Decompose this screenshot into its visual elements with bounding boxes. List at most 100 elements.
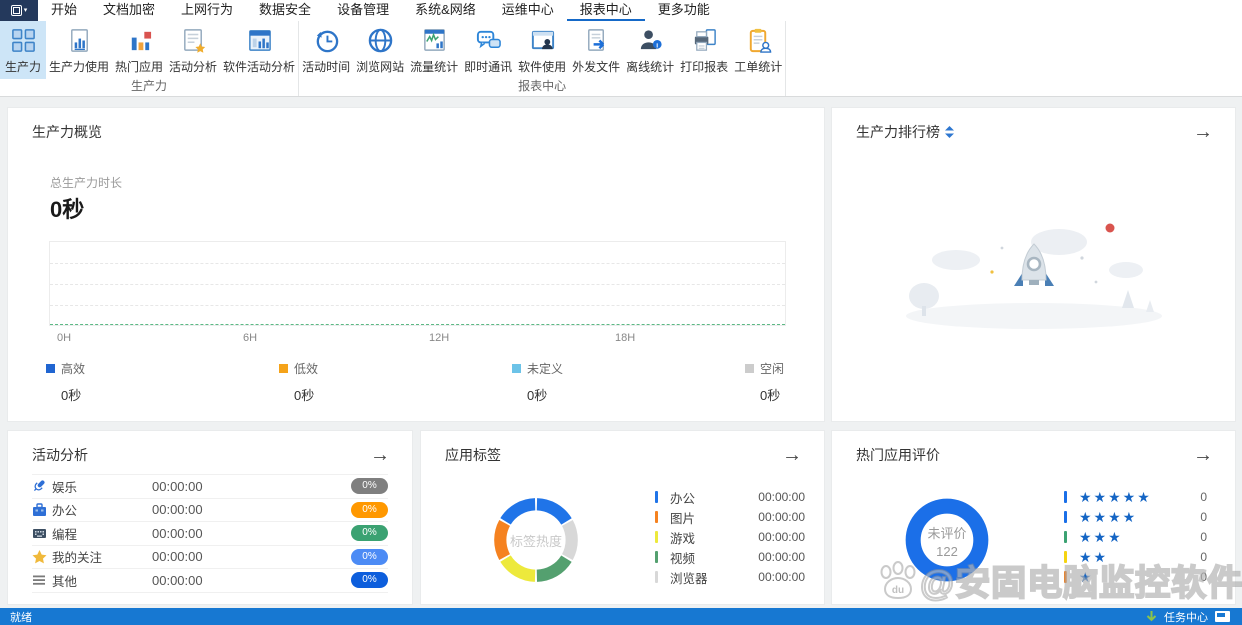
- menu-tab-data-security[interactable]: 数据安全: [259, 2, 312, 17]
- doc-wave-icon: [421, 24, 448, 57]
- rating-list: ★★★★★ 0 ★★★★ 0 ★★★ 0 ★★ 0: [1064, 487, 1207, 587]
- activity-list: 娱乐 00:00:00 0% 办公 00:00:00 0% 编程: [32, 474, 388, 593]
- legend-marker: [46, 364, 55, 373]
- tag-row-games[interactable]: 游戏 00:00:00: [655, 527, 805, 547]
- activity-row-entertainment[interactable]: 娱乐 00:00:00 0%: [32, 475, 388, 499]
- doc-star-icon: [180, 24, 207, 57]
- panel-productivity-overview: 生产力概览 总生产力时长 0秒 0H 6H 12H 18H 高效 0秒 低效: [7, 107, 825, 422]
- donut-center-label: 标签热度: [509, 533, 562, 549]
- stars: ★★: [1079, 549, 1109, 565]
- x-axis-ticks: 0H 6H 12H 18H: [49, 332, 786, 346]
- panel-title: 应用标签: [445, 447, 501, 463]
- menu-tab-start[interactable]: 开始: [51, 2, 78, 17]
- percent-badge: 0%: [351, 478, 388, 495]
- printer-icon: [691, 24, 718, 57]
- doc-arrow-icon: [583, 24, 610, 57]
- ribbon-item-activity-analysis[interactable]: 活动分析: [166, 21, 220, 79]
- legend-tick: [1064, 531, 1067, 543]
- stars: ★★★: [1079, 529, 1123, 545]
- menu-bar: ▾ 开始 文档加密 上网行为 数据安全 设备管理 系统&网络 运维中心 报表中心…: [0, 0, 1242, 21]
- menu-tab-web-behavior[interactable]: 上网行为: [181, 2, 234, 17]
- tag-row-pictures[interactable]: 图片 00:00:00: [655, 507, 805, 527]
- panel-title: 生产力排行榜: [856, 124, 940, 140]
- svg-text:i: i: [656, 42, 658, 49]
- ribbon-item-label: 工单统计: [734, 60, 783, 74]
- ribbon-item-print-report[interactable]: 打印报表: [677, 21, 731, 79]
- ribbon-item-im-chat[interactable]: 即时通讯: [461, 21, 515, 79]
- ribbon-item-hot-apps[interactable]: 热门应用: [112, 21, 166, 79]
- activity-row-other[interactable]: 其他 00:00:00 0%: [32, 569, 388, 593]
- ribbon-item-label: 生产力: [4, 60, 41, 74]
- unrated-donut-chart: 未评价 122: [900, 493, 994, 587]
- menu-tab-more[interactable]: 更多功能: [657, 2, 710, 17]
- ribbon-item-work-order-stats[interactable]: 工单统计: [731, 21, 785, 79]
- x-tick: 12H: [429, 332, 450, 344]
- menu-lines-icon: [32, 574, 52, 586]
- star-icon: [32, 549, 52, 564]
- user-info-icon: i: [637, 24, 664, 57]
- dashboard-content: 生产力概览 总生产力时长 0秒 0H 6H 12H 18H 高效 0秒 低效: [0, 97, 1242, 608]
- legend-marker: [745, 364, 754, 373]
- window-icon: [10, 5, 22, 16]
- menu-tab-doc-encrypt[interactable]: 文档加密: [103, 2, 156, 17]
- menu-tab-device-mgmt[interactable]: 设备管理: [337, 2, 390, 17]
- stars: ★★★★★: [1079, 489, 1152, 505]
- donut-center-label: 未评价: [927, 526, 967, 541]
- percent-badge: 0%: [351, 525, 388, 542]
- x-tick: 18H: [615, 332, 636, 344]
- microphone-icon: [32, 479, 52, 493]
- ribbon-item-software-activity-analysis[interactable]: 软件活动分析: [220, 21, 298, 79]
- ribbon-group-productivity: 生产力 生产力使用 热门应用: [0, 21, 300, 96]
- ribbon-item-traffic-stats[interactable]: 流量统计: [407, 21, 461, 79]
- task-center-button[interactable]: 任务中心: [1164, 611, 1208, 624]
- legend-tick: [1064, 571, 1067, 583]
- menu-tabs: 开始 文档加密 上网行为 数据安全 设备管理 系统&网络 运维中心 报表中心 更…: [38, 0, 723, 21]
- tag-row-office[interactable]: 办公 00:00:00: [655, 487, 805, 507]
- activity-row-office[interactable]: 办公 00:00:00 0%: [32, 499, 388, 522]
- rating-row-1-star[interactable]: ★ 0: [1064, 567, 1207, 587]
- clipboard-user-icon: [745, 24, 772, 57]
- ribbon-item-outgoing-files[interactable]: 外发文件: [569, 21, 623, 79]
- ribbon-item-label: 活动时间: [302, 60, 351, 74]
- ribbon-item-productivity[interactable]: 生产力: [0, 21, 46, 79]
- clock-icon: [313, 24, 340, 57]
- rating-row-2-stars[interactable]: ★★ 0: [1064, 547, 1207, 567]
- x-tick: 0H: [57, 332, 72, 344]
- ribbon-item-browse-website[interactable]: 浏览网站: [353, 21, 407, 79]
- tag-row-browser[interactable]: 浏览器 00:00:00: [655, 567, 805, 587]
- legend-tick: [655, 551, 658, 563]
- activity-row-my-follow[interactable]: 我的关注 00:00:00 0%: [32, 546, 388, 569]
- arrow-right-icon[interactable]: →: [370, 444, 390, 466]
- panel-title: 热门应用评价: [856, 447, 940, 463]
- chat-icon: [475, 24, 502, 57]
- app-logo-button[interactable]: ▾: [0, 0, 38, 21]
- panel-activity-analysis: 活动分析 → 娱乐 00:00:00 0% 办公 00:00:: [7, 430, 413, 605]
- ribbon-group-label: 报表中心: [518, 79, 567, 93]
- rating-row-5-stars[interactable]: ★★★★★ 0: [1064, 487, 1207, 507]
- rating-row-4-stars[interactable]: ★★★★ 0: [1064, 507, 1207, 527]
- download-arrow-icon: [1146, 610, 1157, 621]
- ribbon-item-label: 浏览网站: [356, 60, 405, 74]
- ribbon-item-label: 打印报表: [680, 60, 729, 74]
- rating-row-3-stars[interactable]: ★★★ 0: [1064, 527, 1207, 547]
- sort-icon[interactable]: [945, 126, 954, 138]
- arrow-right-icon[interactable]: →: [1193, 444, 1213, 466]
- legend-value: 0秒: [294, 388, 315, 403]
- tag-row-video[interactable]: 视频 00:00:00: [655, 547, 805, 567]
- stars: ★★★★: [1079, 509, 1138, 525]
- menu-tab-report-center[interactable]: 报表中心: [566, 0, 645, 21]
- arrow-right-icon[interactable]: →: [1193, 121, 1213, 143]
- arrow-right-icon[interactable]: →: [782, 444, 802, 466]
- ribbon-item-activity-time[interactable]: 活动时间: [299, 21, 353, 79]
- menu-tab-ops-center[interactable]: 运维中心: [501, 2, 554, 17]
- menu-tab-system-network[interactable]: 系统&网络: [415, 2, 476, 17]
- activity-row-programming[interactable]: 编程 00:00:00 0%: [32, 522, 388, 546]
- ribbon-item-label: 软件使用: [518, 60, 567, 74]
- window-user-icon: [529, 24, 556, 57]
- ribbon-item-productivity-usage[interactable]: 生产力使用: [46, 21, 112, 79]
- screenshot-icon[interactable]: [1215, 611, 1230, 622]
- tag-legend: 办公 00:00:00 图片 00:00:00 游戏 00:00:00 视频 0…: [655, 487, 805, 587]
- ribbon-item-offline-stats[interactable]: i 离线统计: [623, 21, 677, 79]
- ribbon-item-software-usage[interactable]: 软件使用: [515, 21, 569, 79]
